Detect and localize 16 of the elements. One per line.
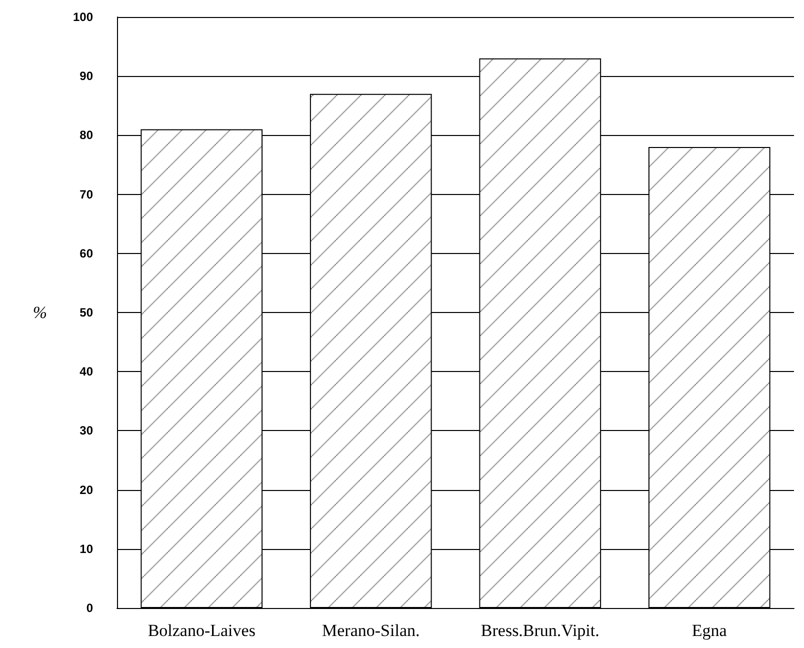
y-tick-label: 0 — [86, 601, 94, 615]
y-axis-title: % — [32, 303, 47, 322]
x-tick-label: Merano-Silan. — [322, 621, 420, 640]
x-tick-label: Bress.Brun.Vipit. — [480, 621, 600, 640]
x-tick-label: Bolzano-Laives — [148, 621, 256, 640]
y-tick-label: 50 — [80, 306, 94, 320]
y-tick-label: 10 — [80, 542, 94, 556]
y-tick-label: 70 — [80, 187, 94, 202]
x-tick-label: Egna — [692, 621, 728, 640]
y-tick-label: 60 — [80, 246, 94, 260]
y-tick-label: 30 — [80, 424, 94, 438]
y-tick-label: 80 — [80, 128, 94, 142]
y-tick-label: 20 — [80, 482, 94, 497]
y-tick-label: 40 — [80, 364, 94, 379]
y-tick-label: 90 — [80, 69, 94, 84]
y-tick-label: 100 — [72, 10, 94, 24]
